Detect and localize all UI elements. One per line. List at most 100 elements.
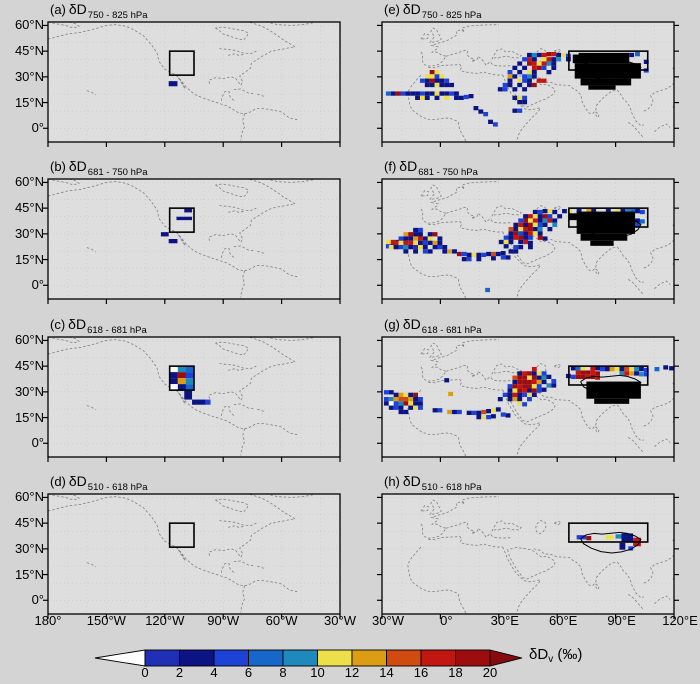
plateau-outline: [580, 531, 642, 554]
grid-cell: [523, 231, 528, 236]
lat-tick-label: 60°N: [14, 489, 44, 505]
grid-cell: [413, 245, 419, 250]
grid-cell: [638, 367, 644, 372]
grid-cell: [413, 240, 419, 245]
coastline: [628, 593, 644, 610]
grid-cell: [575, 370, 581, 375]
grid-cell: [528, 214, 533, 219]
grid-cell: [531, 52, 537, 58]
grid-cell: [454, 95, 459, 100]
grid-cell: [452, 249, 457, 254]
grid-cell: [522, 388, 528, 393]
grid-cell: [413, 236, 419, 241]
coastline: [502, 231, 542, 299]
grid-cell: [537, 214, 543, 219]
grid-cell: [531, 384, 537, 389]
coastline: [407, 231, 467, 299]
grid-cell: [570, 366, 576, 371]
coastline: [265, 179, 313, 183]
grid-cell: [517, 78, 523, 83]
grid-cell: [541, 52, 547, 58]
grid-cell: [600, 367, 605, 372]
grid-cell: [413, 392, 419, 397]
coastline: [502, 389, 542, 457]
grid-cell: [590, 370, 596, 375]
grid-cell: [405, 91, 411, 96]
grid-cell: [522, 100, 528, 105]
lon-tick-label: 30°E: [490, 613, 519, 628]
grid-cell: [507, 74, 513, 79]
grid-cell: [388, 405, 394, 410]
grid-cell: [527, 57, 532, 62]
grid-cell: [466, 410, 472, 415]
coastline: [654, 595, 671, 605]
lat-tick-label: 60°N: [14, 174, 44, 190]
grid-cell: [512, 375, 518, 380]
grid-cell: [437, 245, 443, 250]
map-background: [48, 179, 340, 299]
grid-cell: [536, 52, 542, 58]
grid-cell: [541, 57, 547, 62]
panel-title: (d) δD510 - 618 hPa: [50, 473, 148, 493]
grid-cell: [542, 209, 548, 214]
grid-cell: [634, 371, 639, 376]
coastline: [643, 66, 674, 112]
grid-cell: [621, 533, 634, 542]
lat-tick-label: 0°: [31, 277, 44, 293]
grid-cell: [466, 257, 472, 262]
grid-cell: [505, 413, 511, 418]
grid-cell: [398, 392, 404, 397]
grid-cell: [483, 112, 489, 117]
grid-cell: [393, 245, 399, 250]
grid-cell: [537, 231, 543, 236]
panel-h-map: [377, 493, 679, 619]
grid-cell: [478, 109, 484, 114]
grid-cell: [439, 82, 445, 88]
grid-cell: [517, 401, 523, 406]
grid-cell: [527, 52, 532, 58]
grid-cell: [523, 222, 528, 227]
grid-cell: [527, 392, 532, 397]
coastline: [428, 64, 503, 76]
study-region-box: [568, 522, 649, 543]
grid-cell: [522, 78, 528, 83]
grid-cell: [502, 392, 508, 397]
coastline: [533, 76, 644, 127]
grid-cell: [461, 251, 467, 257]
grid-cell: [176, 216, 193, 221]
grid-cell: [507, 384, 513, 389]
grid-cell: [517, 392, 523, 397]
grid-cell: [517, 388, 523, 393]
grid-cell: [619, 367, 625, 372]
grid-cell: [463, 94, 469, 100]
grid-cell: [388, 390, 394, 395]
grid-cell: [527, 388, 532, 393]
grid-cell: [605, 535, 614, 540]
grid-cell: [403, 249, 409, 254]
coastline: [535, 520, 547, 535]
grid-cell: [413, 401, 419, 406]
elevation-mask: [568, 213, 583, 221]
grid-cell: [527, 78, 532, 83]
elevation-mask: [576, 211, 636, 234]
study-region-box: [168, 50, 195, 76]
grid-cell: [471, 410, 477, 415]
grid-cell: [507, 70, 513, 75]
coastline: [48, 181, 245, 272]
grid-cell: [502, 82, 508, 88]
grid-cell: [552, 218, 558, 223]
grid-cell: [184, 391, 193, 400]
grid-cell: [424, 91, 430, 96]
coastline: [643, 223, 674, 269]
grid-cell: [513, 227, 519, 232]
coastline: [48, 24, 245, 115]
grid-cell: [585, 374, 591, 379]
grid-cell: [643, 59, 649, 64]
grid-cell: [444, 378, 450, 383]
grid-cell: [531, 82, 537, 88]
study-region-box: [168, 365, 195, 391]
grid-cell: [536, 388, 542, 393]
grid-cell: [398, 405, 404, 410]
colorbar-tick-label: 8: [279, 665, 287, 680]
grid-cell: [517, 70, 523, 75]
